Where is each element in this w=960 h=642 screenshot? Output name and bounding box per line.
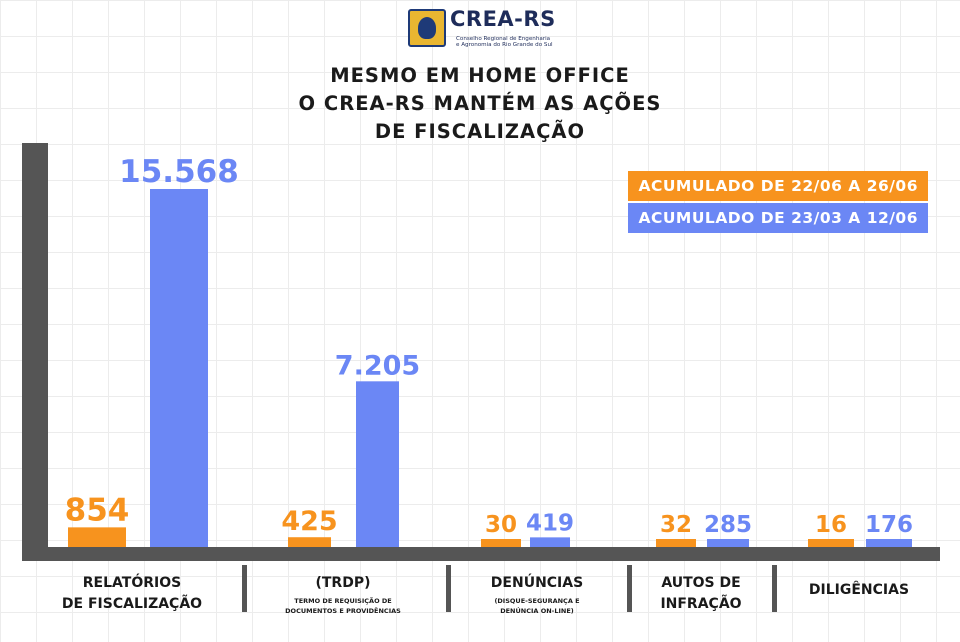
bar-accumulated-2 (356, 381, 399, 547)
category-label-2: (TRDP) TERMO DE REQUISIÇÃO DE DOCUMENTOS E… (243, 573, 443, 616)
bar-recent-1 (68, 527, 126, 547)
category-label-4-line-2: INFRAÇÃO (660, 596, 742, 612)
value-label-recent-4: 32 (660, 512, 692, 538)
bar-accumulated-5 (866, 539, 912, 547)
value-label-recent-3: 30 (485, 512, 517, 538)
category-label-4: AUTOS DE INFRAÇÃO (601, 573, 801, 615)
category-label-5: DILIGÊNCIAS (759, 580, 959, 601)
chart-title: MESMO EM HOME OFFICE O CREA-RS MANTÉM AS… (0, 62, 960, 146)
bar-accumulated-4 (707, 539, 749, 547)
bar-accumulated-3 (530, 537, 570, 547)
crea-rs-logo: CREA-RS Conselho Regional de Engenharia … (408, 7, 558, 49)
category-label-3: DENÚNCIAS (DISQUE-SEGURANÇA E DENÚNCIA ON-… (437, 573, 637, 616)
value-label-accumulated-5: 176 (865, 512, 913, 538)
bar-recent-5 (808, 539, 854, 547)
category-note-3-line-2: DENÚNCIA ON-LINE) (500, 607, 574, 615)
category-note-2-line-2: DOCUMENTOS E PROVIDÊNCIAS (285, 607, 401, 615)
x-axis (22, 547, 940, 561)
title-line-3: DE FISCALIZAÇÃO (374, 120, 586, 143)
category-note-3-line-1: (DISQUE-SEGURANÇA E (494, 597, 580, 605)
category-label-1-line-2: DE FISCALIZAÇÃO (61, 596, 203, 612)
value-label-accumulated-2: 7.205 (335, 350, 420, 381)
category-divider-3 (627, 565, 632, 612)
value-label-accumulated-1: 15.568 (119, 154, 239, 190)
bar-recent-4 (656, 539, 696, 547)
category-label-2-line-1: (TRDP) (315, 575, 371, 591)
title-line-1: MESMO EM HOME OFFICE (330, 64, 630, 87)
category-label-1-line-1: RELATÓRIOS (82, 575, 182, 591)
title-line-2: O CREA-RS MANTÉM AS AÇÕES (298, 92, 662, 115)
category-label-1: RELATÓRIOS DE FISCALIZAÇÃO (32, 573, 232, 615)
category-label-3-line-1: DENÚNCIAS (490, 575, 584, 591)
category-label-5-line-1: DILIGÊNCIAS (808, 582, 910, 598)
category-divider-4 (772, 565, 777, 612)
bar-recent-2 (288, 537, 331, 547)
category-label-4-line-1: AUTOS DE (661, 575, 741, 591)
bar-recent-3 (481, 539, 521, 547)
category-divider-1 (242, 565, 247, 612)
value-label-recent-5: 16 (815, 512, 847, 538)
category-divider-2 (446, 565, 451, 612)
value-label-accumulated-3: 419 (526, 510, 574, 536)
legend-item-recent: ACUMULADO DE 22/06 A 26/06 (628, 171, 928, 201)
y-axis (22, 143, 48, 561)
logo-subtitle-1: Conselho Regional de Engenharia (456, 36, 551, 42)
value-label-accumulated-4: 285 (704, 512, 752, 538)
logo-name: CREA-RS (450, 7, 556, 31)
logo-subtitle-2: e Agronomia do Rio Grande do Sul (456, 42, 553, 48)
value-label-recent-2: 425 (281, 506, 337, 537)
category-note-2-line-1: TERMO DE REQUISIÇÃO DE (294, 597, 392, 605)
bar-accumulated-1 (150, 189, 208, 547)
crea-rs-seal-icon (408, 9, 446, 47)
legend-item-accumulated: ACUMULADO DE 23/03 A 12/06 (628, 203, 928, 233)
value-label-recent-1: 854 (65, 492, 130, 528)
